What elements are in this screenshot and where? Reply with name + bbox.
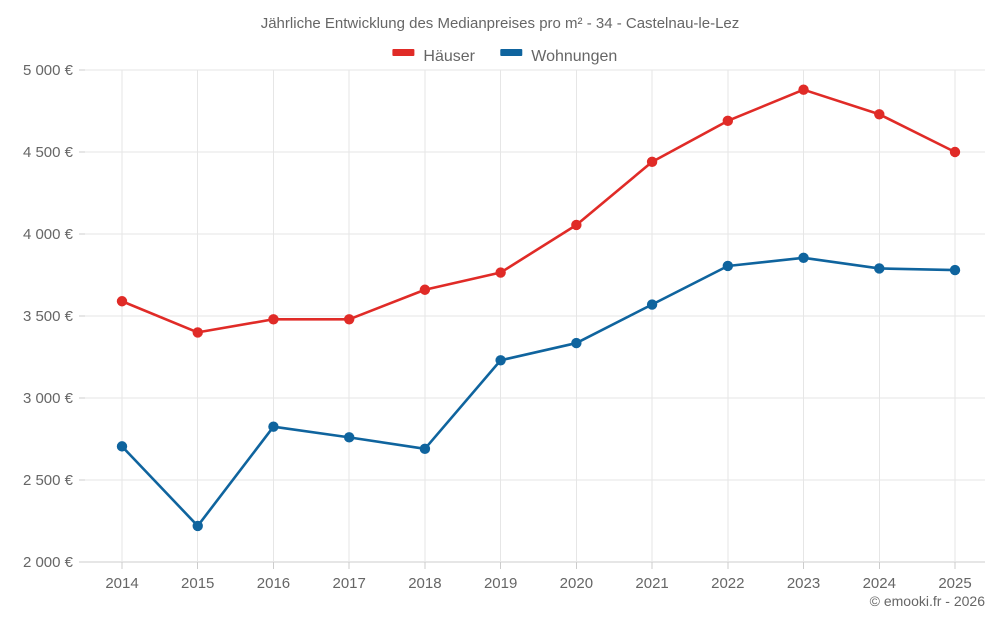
data-point-1-2017[interactable] [343,432,355,443]
legend-label-0[interactable]: Häuser [423,48,475,65]
x-axis-label-2023: 2023 [787,575,820,592]
y-axis-label-3500: 3 500 € [23,308,74,325]
x-axis-label-2024: 2024 [863,575,896,592]
data-series-group [116,84,961,532]
y-axis-label-4000: 4 000 € [23,226,74,243]
data-point-1-2018[interactable] [419,443,431,455]
data-point-1-2023[interactable] [798,252,809,263]
data-point-0-2015[interactable] [192,327,203,338]
y-axis-label-2500: 2 500 € [23,472,74,489]
data-point-1-2022[interactable] [722,260,734,272]
data-point-0-2019[interactable] [495,267,506,278]
series-line-0 [120,88,957,334]
data-point-0-2020[interactable] [571,219,582,231]
legend-label-1[interactable]: Wohnungen [531,48,617,65]
x-axis-label-2022: 2022 [711,575,744,592]
data-point-1-2014[interactable] [116,441,128,452]
data-point-0-2014[interactable] [116,296,128,307]
data-point-0-2018[interactable] [419,284,431,295]
series-häuser [116,84,961,338]
data-point-0-2017[interactable] [343,314,355,325]
x-axis-label-2017: 2017 [332,575,365,592]
data-point-1-2021[interactable] [646,299,658,310]
series-line-1 [120,256,957,528]
x-axis-label-2020: 2020 [560,575,593,592]
data-point-1-2025[interactable] [949,264,961,276]
y-axis-label-2000: 2 000 € [23,554,74,571]
data-point-0-2024[interactable] [874,109,885,120]
y-axis-label-3000: 3 000 € [23,390,74,407]
data-point-1-2016[interactable] [268,421,279,432]
x-axis-label-2016: 2016 [257,575,290,592]
credit-label: © emooki.fr - 2026 [870,593,986,609]
grid-lines [79,69,985,563]
data-point-0-2022[interactable] [722,115,734,127]
x-axis-label-2015: 2015 [181,575,214,592]
data-point-1-2019[interactable] [495,355,506,366]
x-axis: 2014 2015 2016 2017 2018 2019 2020 2021 2022 2023… [85,70,985,592]
data-point-1-2024[interactable] [874,263,885,274]
x-axis-label-2019: 2019 [484,575,517,592]
y-axis-label-4500: 4 500 € [23,144,74,161]
legend-swatch-0 [392,49,415,56]
series-wohnungen [116,252,961,532]
x-axis-label-2018: 2018 [408,575,441,592]
y-axis-labels: 2 000 € 2 500 € 3 000 € 3 500 € 4 000 € 4 500… [23,62,74,571]
data-point-0-2023[interactable] [798,84,809,95]
data-point-0-2016[interactable] [268,314,279,325]
y-axis-label-5000: 5 000 € [23,62,74,79]
chart-title: Jährliche Entwicklung des Medianpreises … [261,15,740,32]
chart-legend: Häuser Wohnungen [392,48,617,65]
x-axis-label-2014: 2014 [105,575,138,592]
x-axis-label-2021: 2021 [635,575,668,592]
legend-swatch-1 [500,49,523,56]
data-point-0-2021[interactable] [646,156,658,168]
data-point-1-2020[interactable] [571,337,582,349]
data-point-0-2025[interactable] [949,146,961,158]
x-axis-label-2025: 2025 [938,575,971,592]
data-point-1-2015[interactable] [192,520,203,532]
